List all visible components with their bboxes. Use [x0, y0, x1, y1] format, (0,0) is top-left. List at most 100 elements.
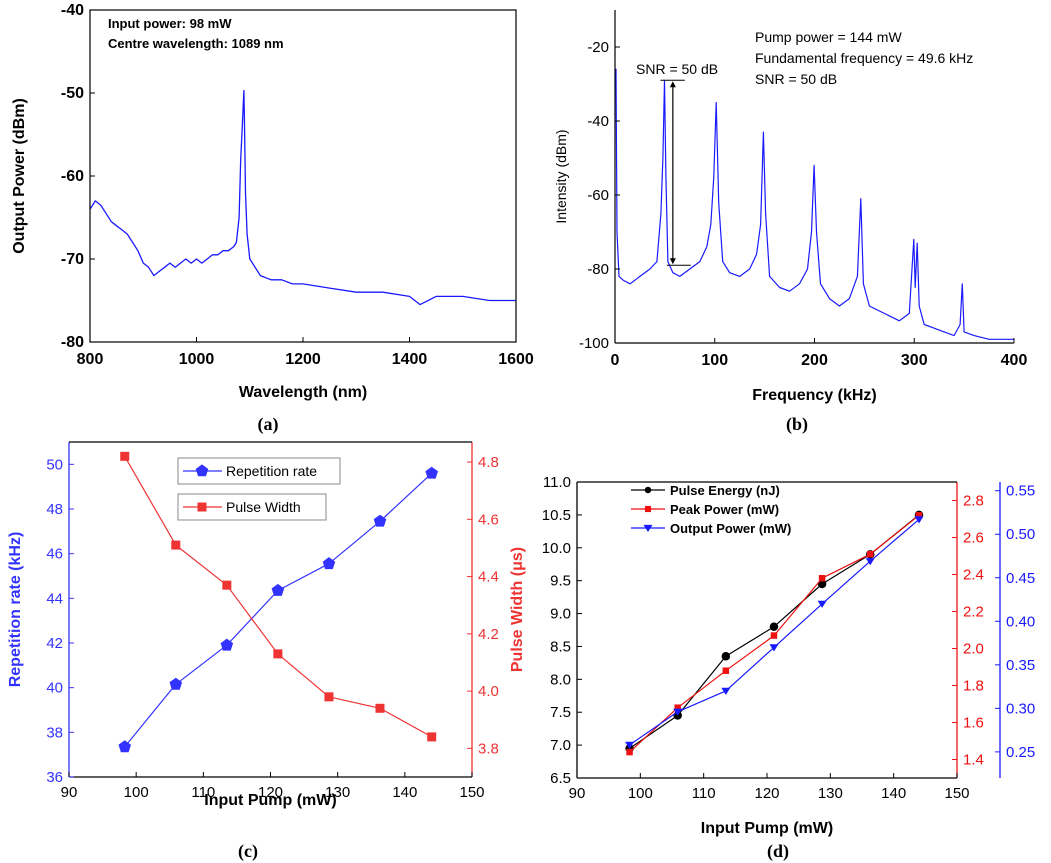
x-tick-label: 110 [692, 785, 716, 802]
annotation-input-power: Input power: 98 mW [108, 16, 232, 31]
repetition-rate-point [271, 583, 285, 596]
y-tick-label: -50 [61, 85, 84, 102]
y-tick-label: 42 [46, 635, 63, 652]
x-tick-label: 100 [124, 784, 149, 801]
x-tick-label: 1200 [285, 351, 321, 368]
x-tick-label: 140 [881, 785, 906, 802]
legend-label: Peak Power (mW) [670, 502, 779, 517]
x-tick-label: 0 [611, 352, 620, 369]
snr-arrow-head-bottom [669, 258, 676, 265]
x-tick-label: 130 [818, 785, 843, 802]
annotation-centre-wavelength: Centre wavelength: 1089 nm [108, 36, 284, 51]
y-tick-label: 9.5 [550, 573, 571, 590]
y-tick-label: 44 [46, 590, 63, 607]
pulse-width-point [120, 451, 130, 461]
y-tick-label: -100 [579, 335, 609, 352]
annotation-snr: SNR = 50 dB [755, 71, 837, 87]
y-tick-label: -60 [587, 187, 609, 204]
legend-label-repetition: Repetition rate [226, 463, 317, 479]
x-tick-label: 1400 [392, 351, 428, 368]
y-tick-label: 8.5 [550, 638, 571, 655]
y-tick-label: 8.0 [550, 671, 571, 688]
peak-power-point [770, 632, 778, 639]
y-tick-label: 10.5 [542, 507, 571, 524]
y-tick-label: 50 [46, 456, 63, 473]
caption-c: (c) [238, 841, 258, 862]
peak-power-point [626, 748, 633, 756]
output-power-point [721, 687, 731, 695]
output-power-point [625, 741, 635, 749]
y-tick-label: 4.6 [478, 511, 499, 528]
pulse-energy-point [769, 622, 779, 631]
y-tick-label: 1.8 [963, 678, 984, 695]
x-tick-label: 150 [459, 784, 484, 801]
y-tick-label: 6.5 [550, 770, 571, 787]
y-tick-label: -60 [61, 168, 84, 185]
x-tick-label: 1600 [498, 351, 534, 368]
plot-frame [89, 9, 517, 343]
caption-b: (b) [786, 414, 808, 435]
x-tick-label: 800 [77, 351, 104, 368]
spectrum-line [89, 89, 516, 306]
peak-power-point [818, 574, 826, 582]
y-tick-label: -40 [61, 2, 84, 19]
y-tick-label: 3.8 [478, 740, 499, 757]
output-power-point [914, 516, 924, 524]
y-tick-label: -80 [61, 334, 84, 351]
y-tick-label: 7.5 [550, 704, 571, 721]
repetition-rate-point [425, 466, 438, 479]
legend-label-pulse-width: Pulse Width [226, 499, 301, 515]
x-axis-title: Input Pump (mW) [204, 792, 336, 809]
y-tick-label: 48 [46, 501, 63, 518]
pulse-energy-point [721, 652, 731, 661]
y-tick-label: 40 [46, 680, 63, 697]
x-axis-title: Frequency (kHz) [752, 387, 876, 404]
y-tick-label: 0.50 [1006, 526, 1035, 543]
pulse-width-point [171, 540, 181, 550]
output-power-point [769, 644, 779, 652]
output-power-point [817, 600, 827, 608]
y-tick-label: 11.0 [543, 474, 571, 491]
repetition-rate-point [169, 677, 183, 690]
output-power-point [865, 558, 875, 566]
legend-label: Pulse Energy (nJ) [670, 483, 780, 498]
y-tick-label: 2.8 [963, 493, 984, 510]
y-tick-label: 7.0 [550, 737, 571, 754]
peak-power-point [722, 667, 730, 674]
rf-spectrum-line [614, 68, 1014, 340]
legend: Pulse Energy (nJ) Peak Power (mW) Output P… [631, 483, 791, 536]
x-tick-label: 130 [325, 784, 350, 801]
repetition-rate-point [322, 557, 336, 570]
y-tick-label: -70 [61, 251, 84, 268]
repetition-rate-point [373, 514, 387, 527]
legend-marker [644, 486, 652, 494]
y-tick-label: 4.4 [478, 569, 499, 586]
repetition-rate-point [118, 740, 131, 753]
panel-d: 90 100 110 120 130 140 150 6.5 7.0 7.5 8.0 8.5 9.0 9.… [542, 474, 1035, 837]
y-tick-label: 2.6 [963, 530, 984, 547]
captions: (a) (b) (c) (d) [238, 414, 808, 862]
x-tick-label: 150 [944, 785, 969, 802]
annotation-snr-arrow-label: SNR = 50 dB [636, 61, 718, 77]
legend-marker [644, 505, 652, 513]
output-power-line [629, 518, 920, 746]
y-axis-left-title: Repetition rate (kHz) [7, 532, 24, 688]
y-tick-label: 4.2 [478, 626, 499, 643]
pulse-width-point [324, 692, 334, 702]
pulse-width-point [222, 580, 232, 590]
x-tick-label: 300 [901, 352, 928, 369]
panel-a: 800 1000 1200 1400 1600 -80 -70 -60 -50 -40 Wavele… [11, 2, 534, 401]
y-tick-label: 0.30 [1006, 700, 1035, 717]
pulse-energy-point [817, 579, 827, 589]
y-tick-label: 36 [46, 769, 63, 786]
y-tick-label: 9.0 [550, 606, 571, 623]
y-tick-label: 0.45 [1006, 570, 1035, 587]
x-tick-label: 110 [191, 784, 215, 801]
y-axis-title: Intensity (dBm) [553, 129, 569, 223]
x-tick-label: 100 [701, 352, 728, 369]
y-tick-label: 1.6 [963, 715, 984, 732]
x-tick-label: 400 [1001, 352, 1028, 369]
caption-d: (d) [767, 841, 789, 862]
peak-power-point [674, 704, 681, 711]
legend-marker-pulse-width [197, 502, 207, 512]
